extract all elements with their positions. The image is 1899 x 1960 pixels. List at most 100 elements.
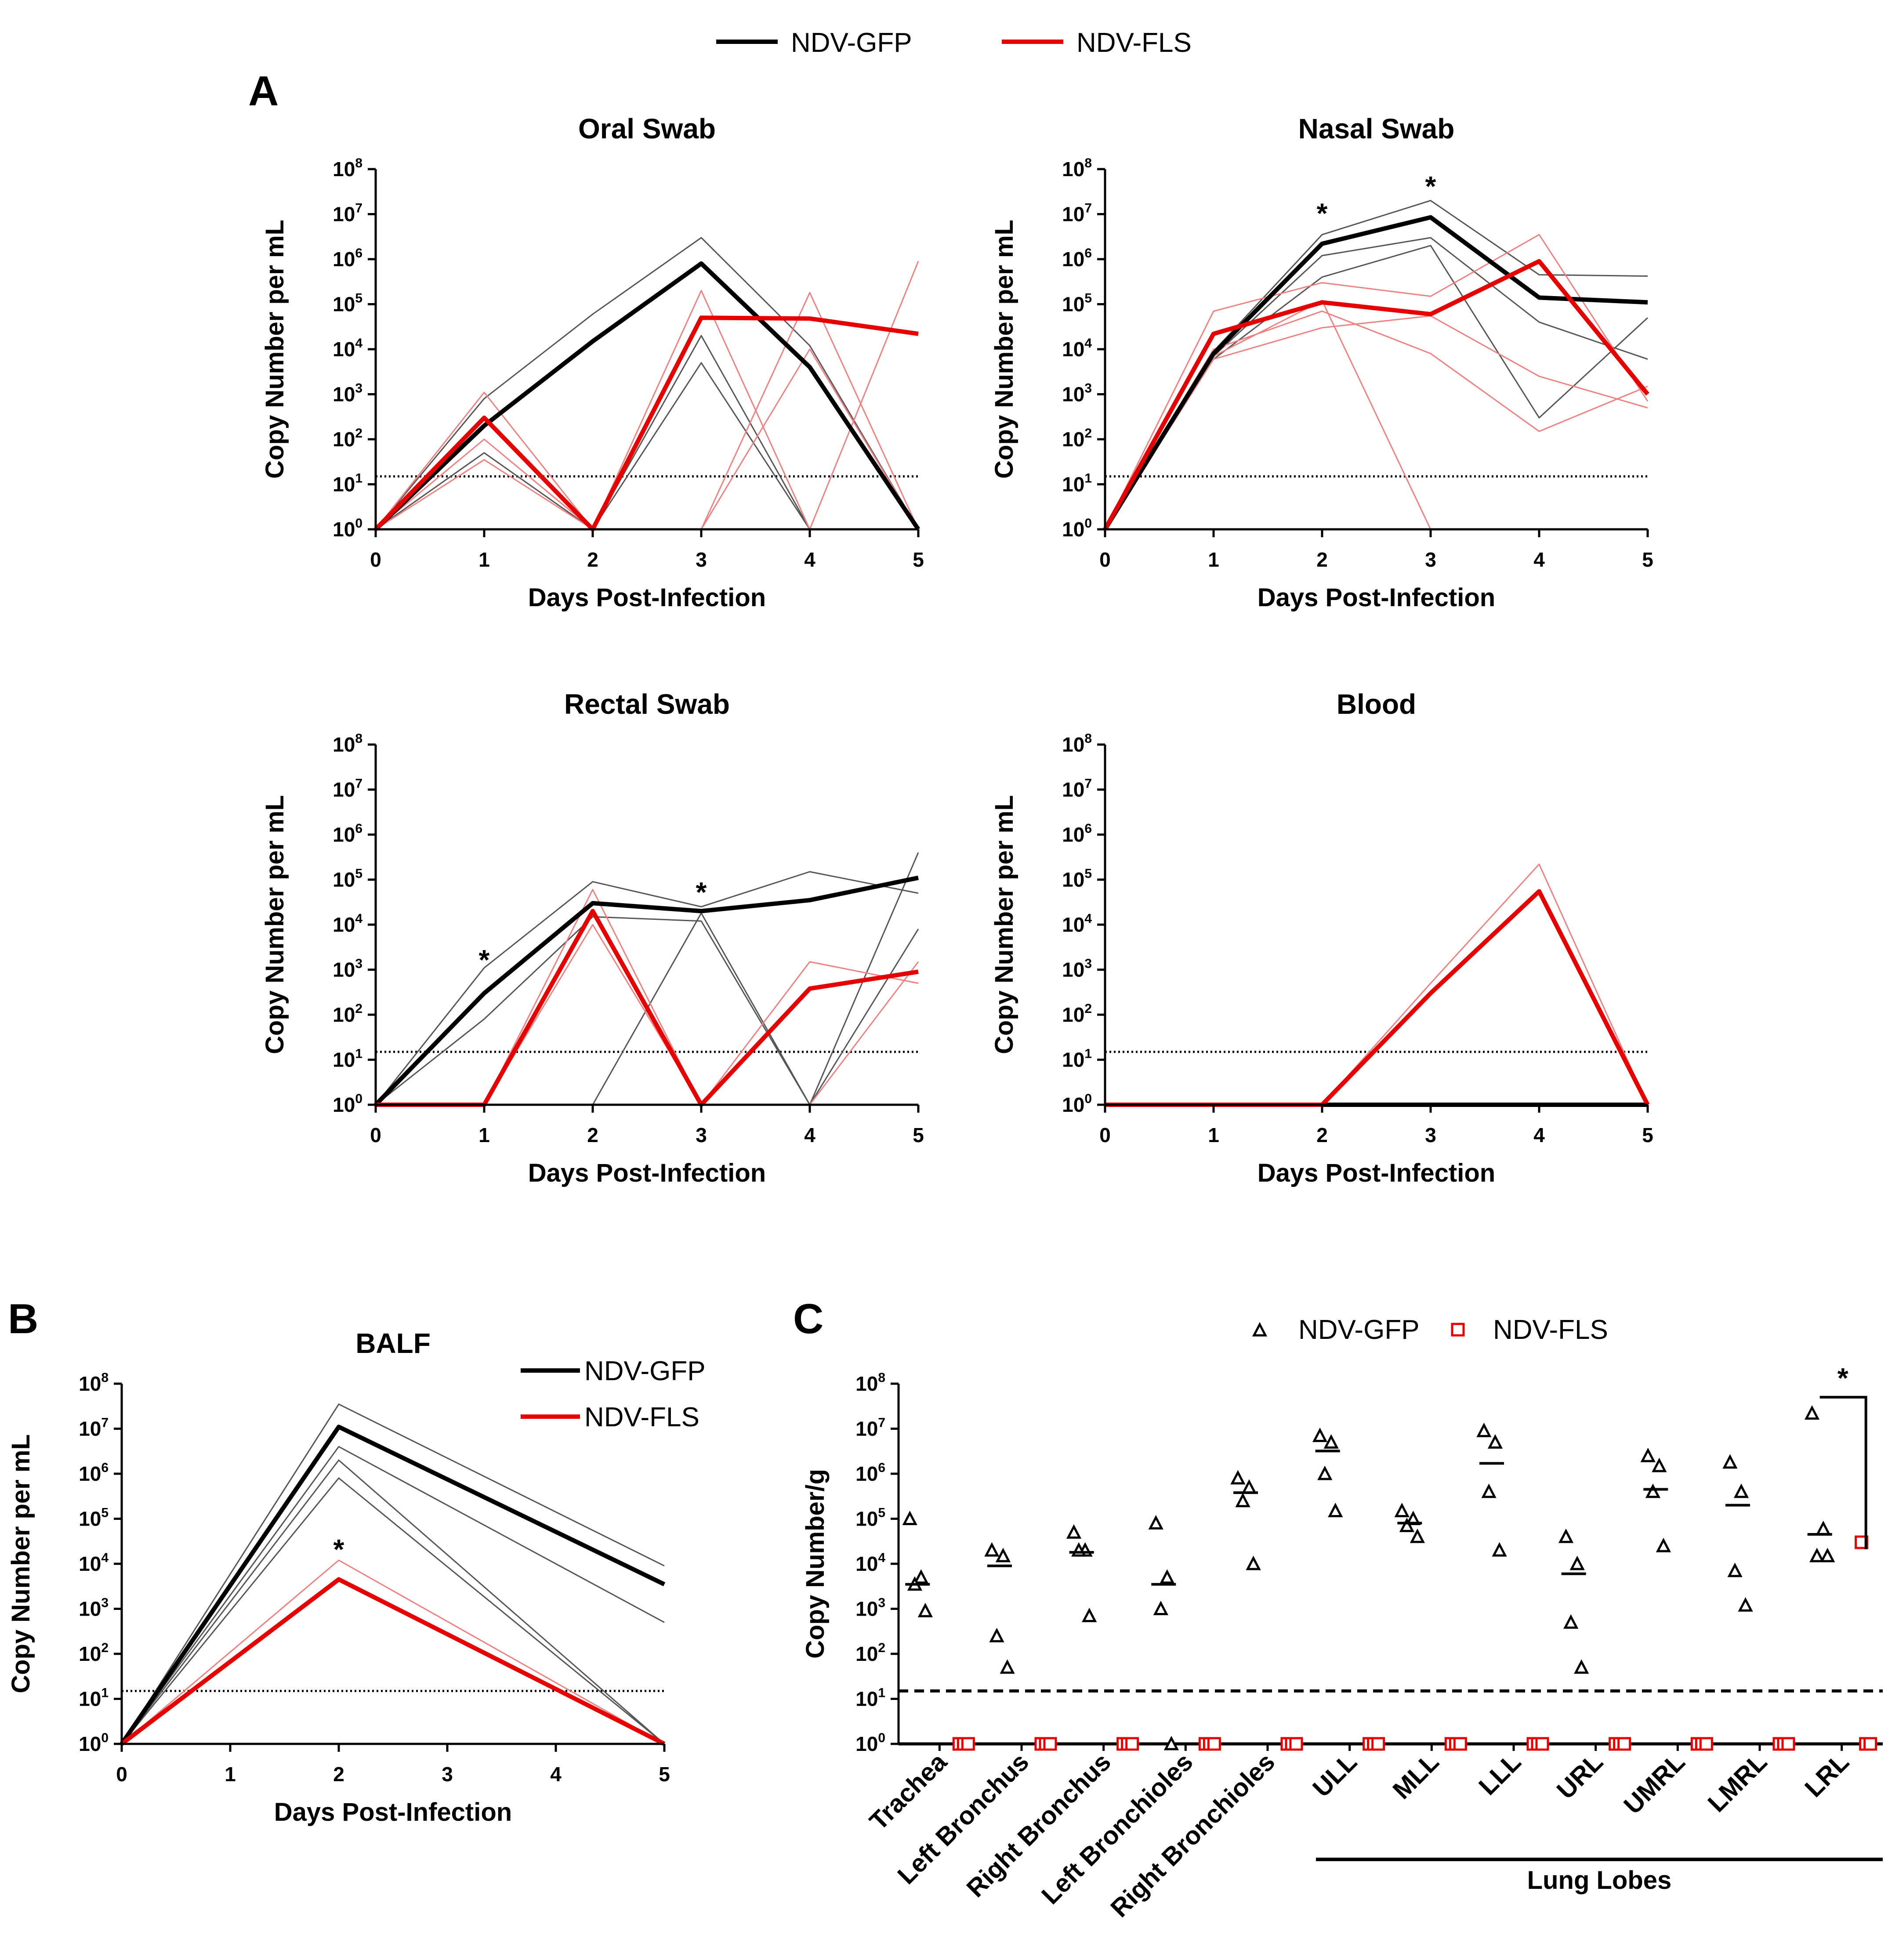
balf-legend-gfp-label: NDV-GFP	[584, 1356, 706, 1386]
oral-y-tick-label: 103	[333, 381, 362, 406]
tissue-gfp-point	[1558, 1528, 1574, 1543]
nasal-individual-line-fls	[1104, 315, 1648, 530]
balf-mean-line-gfp	[120, 1425, 666, 1745]
balf-individual-line-gfp	[121, 1446, 665, 1744]
nasal-y-tick-label: 108	[1062, 156, 1092, 181]
balf-y-tick-label: 104	[79, 1551, 109, 1575]
tissue-gfp-point	[1246, 1555, 1261, 1570]
rectal-significance-star: *	[479, 944, 490, 976]
blood-y-tick-label: 101	[1062, 1047, 1092, 1071]
tissue-gfp-point	[1492, 1542, 1507, 1557]
oral-y-tick-label: 108	[333, 156, 362, 181]
tissue-gfp-point	[1148, 1515, 1163, 1530]
oral-individual-line-gfp	[375, 237, 919, 530]
oral-swab-chart: Oral Swab100101102103104105106107108Copy…	[261, 113, 924, 612]
oral-y-tick-label: 105	[333, 291, 362, 316]
tissue-fls-point	[1125, 1737, 1139, 1751]
panel-letter-a: A	[248, 68, 279, 115]
tissue-gfp-point	[1820, 1548, 1835, 1562]
blood-y-tick-label: 103	[1062, 957, 1092, 981]
balf-x-tick-label: 3	[442, 1763, 453, 1786]
rectal-x-tick-label: 1	[478, 1124, 490, 1146]
tissue-gfp-point	[1082, 1607, 1097, 1622]
tissue-gfp-point	[1000, 1659, 1015, 1674]
tissue-legend-triangle-marker	[1252, 1322, 1268, 1337]
balf-y-tick-label: 106	[79, 1461, 109, 1485]
oral-x-tick-label: 4	[804, 548, 815, 571]
oral-y-tick-label: 100	[333, 516, 362, 541]
tissue-gfp-point	[1645, 1483, 1661, 1498]
blood-x-tick-label: 1	[1208, 1124, 1219, 1146]
tissue-gfp-point	[1153, 1601, 1169, 1615]
tissue-fls-point	[1371, 1737, 1385, 1751]
balf-significance-star: *	[333, 1533, 344, 1565]
tissue-y-tick-label: 104	[855, 1551, 885, 1575]
tissue-gfp-point	[1640, 1447, 1656, 1462]
tissue-y-axis-label: Copy Number/g	[801, 1469, 830, 1659]
tissue-y-tick-label: 105	[855, 1506, 885, 1530]
rectal-y-tick-label: 108	[333, 731, 362, 756]
blood-x-tick-label: 5	[1642, 1124, 1653, 1146]
tissue-gfp-point	[1312, 1427, 1328, 1442]
rectal-y-tick-label: 105	[333, 867, 362, 891]
rectal-x-tick-label: 0	[370, 1124, 381, 1146]
tissue-gfp-point	[989, 1627, 1004, 1642]
rectal-x-tick-label: 5	[913, 1124, 924, 1146]
nasal-y-tick-label: 106	[1062, 246, 1092, 271]
nasal-swab-chart: Nasal Swab100101102103104105106107108Cop…	[990, 113, 1653, 612]
balf-x-tick-label: 4	[550, 1763, 562, 1786]
nasal-x-tick-label: 2	[1316, 548, 1328, 571]
rectal-x-tick-label: 3	[696, 1124, 707, 1146]
oral-y-tick-label: 106	[333, 246, 362, 271]
rectal-y-tick-label: 106	[333, 821, 362, 846]
tissue-gfp-point	[1804, 1405, 1820, 1420]
nasal-x-tick-label: 5	[1642, 548, 1653, 571]
rectal-y-tick-label: 107	[333, 777, 362, 801]
tissue-gfp-point	[1235, 1493, 1250, 1508]
blood-x-tick-label: 2	[1316, 1124, 1328, 1146]
oral-y-tick-label: 107	[333, 201, 362, 226]
rectal-individual-line-gfp	[375, 852, 919, 1106]
nasal-x-axis-label: Days Post-Infection	[1258, 583, 1495, 612]
balf-y-tick-label: 107	[79, 1416, 109, 1440]
nasal-y-tick-label: 103	[1062, 381, 1092, 406]
tissue-fls-point	[961, 1737, 975, 1751]
balf-individual-line-gfp	[121, 1403, 665, 1744]
rectal-y-tick-label: 104	[333, 911, 362, 936]
tissue-gfp-point	[1574, 1659, 1589, 1674]
tissue-gfp-point	[1722, 1454, 1738, 1469]
blood-y-tick-label: 108	[1062, 731, 1092, 756]
blood-y-tick-label: 104	[1062, 911, 1092, 936]
rectal-x-tick-label: 4	[804, 1124, 815, 1146]
blood-y-tick-label: 106	[1062, 821, 1092, 846]
blood-y-tick-label: 102	[1062, 1002, 1092, 1026]
rectal-x-tick-label: 2	[587, 1124, 598, 1146]
lung-lobes-label: Lung Lobes	[1527, 1866, 1672, 1895]
blood-x-tick-label: 0	[1099, 1124, 1111, 1146]
tissue-gfp-point	[1481, 1483, 1497, 1498]
oral-y-tick-label: 102	[333, 426, 362, 451]
rectal-chart-title: Rectal Swab	[564, 688, 730, 720]
oral-x-tick-label: 1	[478, 548, 490, 571]
top-legend: NDV-GFP NDV-FLS	[716, 28, 1192, 58]
tissue-fls-point	[1781, 1737, 1795, 1751]
nasal-significance-star: *	[1425, 170, 1436, 202]
tissue-gfp-point	[1569, 1555, 1585, 1570]
tissue-y-tick-label: 102	[855, 1641, 885, 1665]
nasal-individual-line-fls	[1104, 234, 1649, 530]
legend-fls-label: NDV-FLS	[1076, 28, 1192, 58]
tissue-fls-point	[1617, 1737, 1631, 1751]
tissue-gfp-point	[995, 1548, 1011, 1562]
tissue-gfp-point	[1410, 1528, 1425, 1543]
rectal-y-axis-label: Copy Number per mL	[261, 795, 289, 1054]
nasal-y-tick-label: 102	[1062, 426, 1092, 451]
blood-y-tick-label: 107	[1062, 777, 1092, 801]
balf-y-tick-label: 105	[79, 1506, 109, 1530]
rectal-y-tick-label: 100	[333, 1092, 362, 1116]
tissue-gfp-point	[1317, 1465, 1333, 1480]
rectal-y-tick-label: 103	[333, 957, 362, 981]
tissue-legend-square-marker	[1451, 1323, 1465, 1337]
tissue-gfp-point	[1727, 1562, 1743, 1577]
tissue-gfp-point	[917, 1602, 933, 1617]
tissue-y-tick-label: 103	[855, 1596, 885, 1620]
